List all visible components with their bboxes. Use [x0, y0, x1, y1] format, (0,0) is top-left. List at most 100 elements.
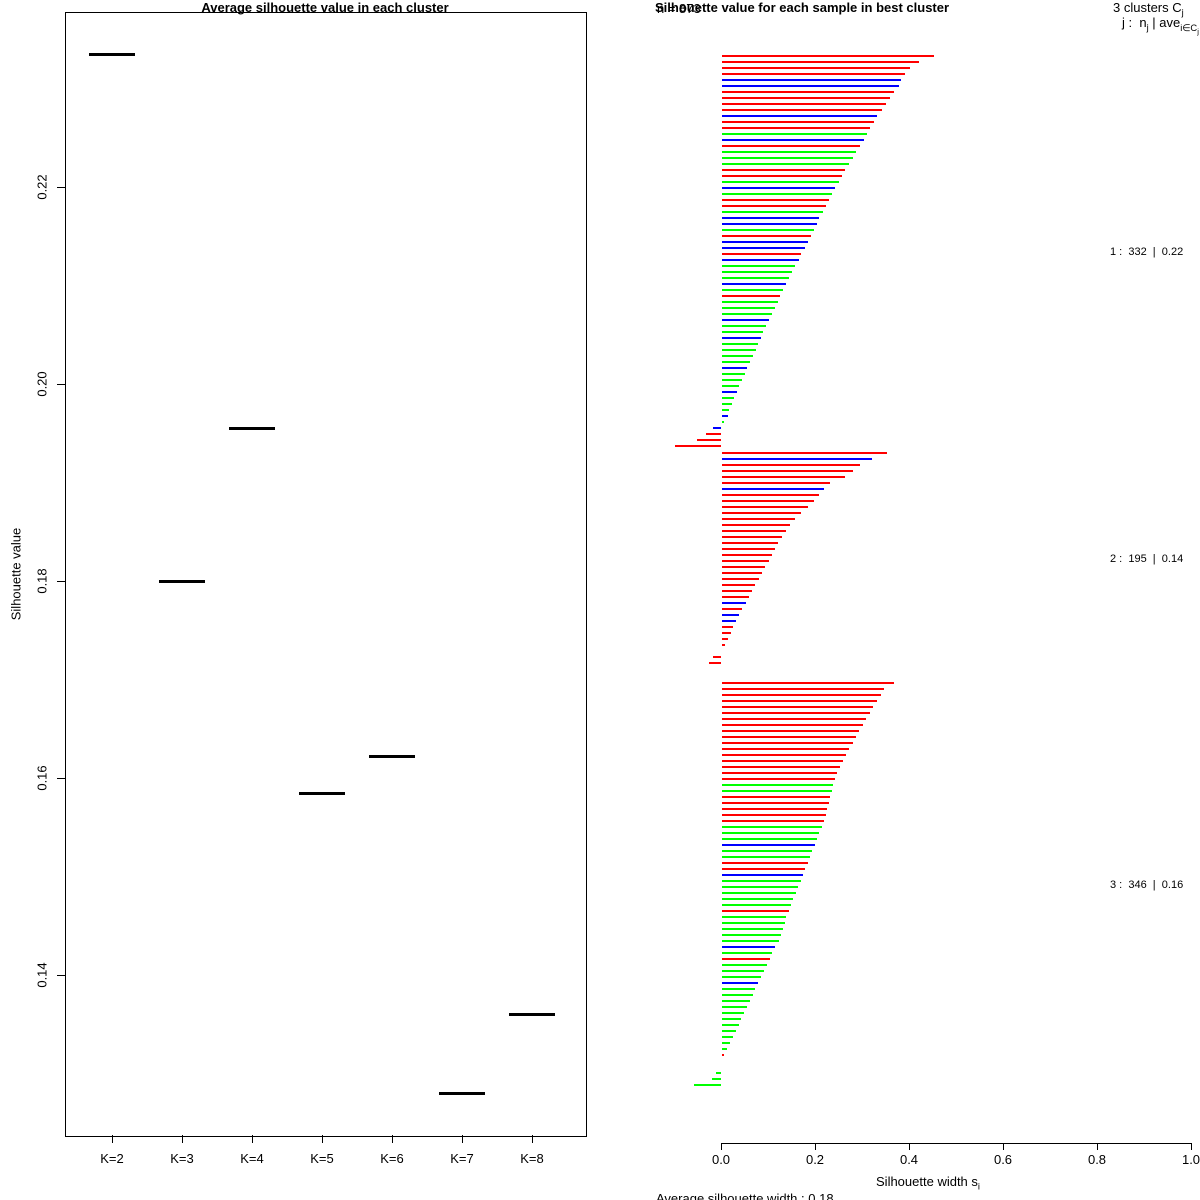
silhouette-bar — [722, 742, 853, 744]
x-axis-tick-label: K=3 — [170, 1151, 194, 1166]
silhouette-bar — [722, 826, 822, 828]
silhouette-bar — [722, 688, 885, 690]
formula-subsub: j — [1197, 26, 1199, 36]
x-axis-tick — [322, 1135, 323, 1143]
silhouette-bar — [722, 644, 726, 646]
x-axis-tick — [112, 1135, 113, 1143]
silhouette-bar — [722, 79, 902, 81]
silhouette-bar — [722, 205, 826, 207]
left-plot-box — [65, 12, 587, 1137]
avg-silhouette-dash — [159, 580, 205, 583]
silhouette-bar — [722, 632, 731, 634]
silhouette-bar — [722, 928, 783, 930]
silhouette-bar — [722, 512, 801, 514]
cluster-count-text: 3 clusters C — [1113, 0, 1182, 15]
silhouette-bar — [722, 1054, 724, 1056]
silhouette-bar — [722, 994, 753, 996]
silhouette-bar — [722, 391, 737, 393]
y-axis-tick-label: 0.16 — [34, 765, 50, 791]
average-silhouette-footer: Average silhouette width : 0.18 — [656, 1191, 834, 1200]
silhouette-bar — [722, 163, 849, 165]
x-axis-tick — [532, 1135, 533, 1143]
silhouette-bar — [722, 271, 792, 273]
xlabel-text: Silhouette width s — [876, 1174, 978, 1189]
y-axis-tick-label: 0.14 — [34, 962, 50, 988]
y-axis-tick — [57, 581, 65, 582]
silhouette-bar — [722, 464, 861, 466]
silhouette-bar — [722, 796, 831, 798]
cluster-legend-formula: j : nj | avei∈Cj si — [1122, 15, 1200, 35]
y-axis-tick-label: 0.22 — [34, 174, 50, 200]
silhouette-bar — [722, 596, 749, 598]
silhouette-bar — [722, 277, 790, 279]
silhouette-bar — [722, 916, 787, 918]
silhouette-bar — [722, 379, 743, 381]
silhouette-bar — [722, 283, 786, 285]
silhouette-bar — [722, 724, 863, 726]
silhouette-bar — [722, 193, 832, 195]
x-axis-tick-label: K=5 — [310, 1151, 334, 1166]
silhouette-bar — [722, 682, 894, 684]
silhouette-bar — [722, 67, 910, 69]
silhouette-bar — [712, 427, 721, 429]
silhouette-bar — [722, 151, 857, 153]
x-axis-tick — [909, 1143, 910, 1150]
silhouette-bar — [722, 874, 803, 876]
silhouette-bar — [722, 700, 878, 702]
right-chart-title: Silhouette value for each sample in best… — [655, 0, 950, 15]
silhouette-bar — [722, 712, 871, 714]
x-axis-tick-label: 0.6 — [993, 1152, 1013, 1167]
silhouette-bar — [722, 313, 772, 315]
silhouette-bar — [722, 694, 881, 696]
y-axis-tick — [57, 384, 65, 385]
x-axis-line — [721, 1143, 1191, 1144]
silhouette-bar — [674, 445, 721, 447]
silhouette-bar — [722, 247, 805, 249]
x-axis-tick — [182, 1135, 183, 1143]
silhouette-bar — [722, 578, 759, 580]
y-axis-tick-label: 0.18 — [34, 568, 50, 594]
silhouette-bar — [722, 476, 846, 478]
silhouette-bar — [722, 385, 740, 387]
silhouette-bar — [722, 524, 790, 526]
silhouette-bar — [722, 91, 894, 93]
silhouette-bar — [722, 169, 846, 171]
silhouette-bar — [722, 361, 751, 363]
silhouette-bar — [722, 307, 775, 309]
silhouette-bar — [722, 904, 792, 906]
x-axis-tick — [392, 1135, 393, 1143]
silhouette-bar — [722, 934, 781, 936]
silhouette-bar — [722, 409, 729, 411]
silhouette-bar — [722, 175, 842, 177]
silhouette-bar — [722, 325, 767, 327]
silhouette-bar — [722, 832, 820, 834]
silhouette-bar — [722, 55, 934, 57]
left-chart-ylabel: Silhouette value — [8, 527, 24, 621]
silhouette-bar — [722, 319, 769, 321]
cluster-summary-label: 2 : 195 | 0.14 — [1110, 553, 1184, 565]
silhouette-bar — [722, 109, 882, 111]
silhouette-bar — [708, 662, 721, 664]
silhouette-bar — [722, 718, 867, 720]
silhouette-bar — [722, 217, 820, 219]
x-axis-tick — [1003, 1143, 1004, 1150]
silhouette-bar — [722, 736, 856, 738]
silhouette-bar — [722, 355, 753, 357]
silhouette-bar — [722, 1030, 736, 1032]
silhouette-bar — [722, 802, 829, 804]
silhouette-bar — [722, 1006, 747, 1008]
x-axis-tick — [462, 1135, 463, 1143]
silhouette-bar — [722, 1000, 750, 1002]
silhouette-bar — [722, 259, 799, 261]
silhouette-bar — [722, 121, 874, 123]
silhouette-bar — [722, 964, 767, 966]
silhouette-bar — [722, 554, 772, 556]
silhouette-bar — [722, 922, 785, 924]
silhouette-bar — [722, 560, 769, 562]
silhouette-bar — [722, 187, 836, 189]
silhouette-bar — [722, 620, 737, 622]
silhouette-bar — [722, 506, 808, 508]
x-axis-tick — [721, 1143, 722, 1150]
silhouette-bar — [722, 892, 796, 894]
cluster-summary-label: 1 : 332 | 0.22 — [1110, 246, 1184, 258]
